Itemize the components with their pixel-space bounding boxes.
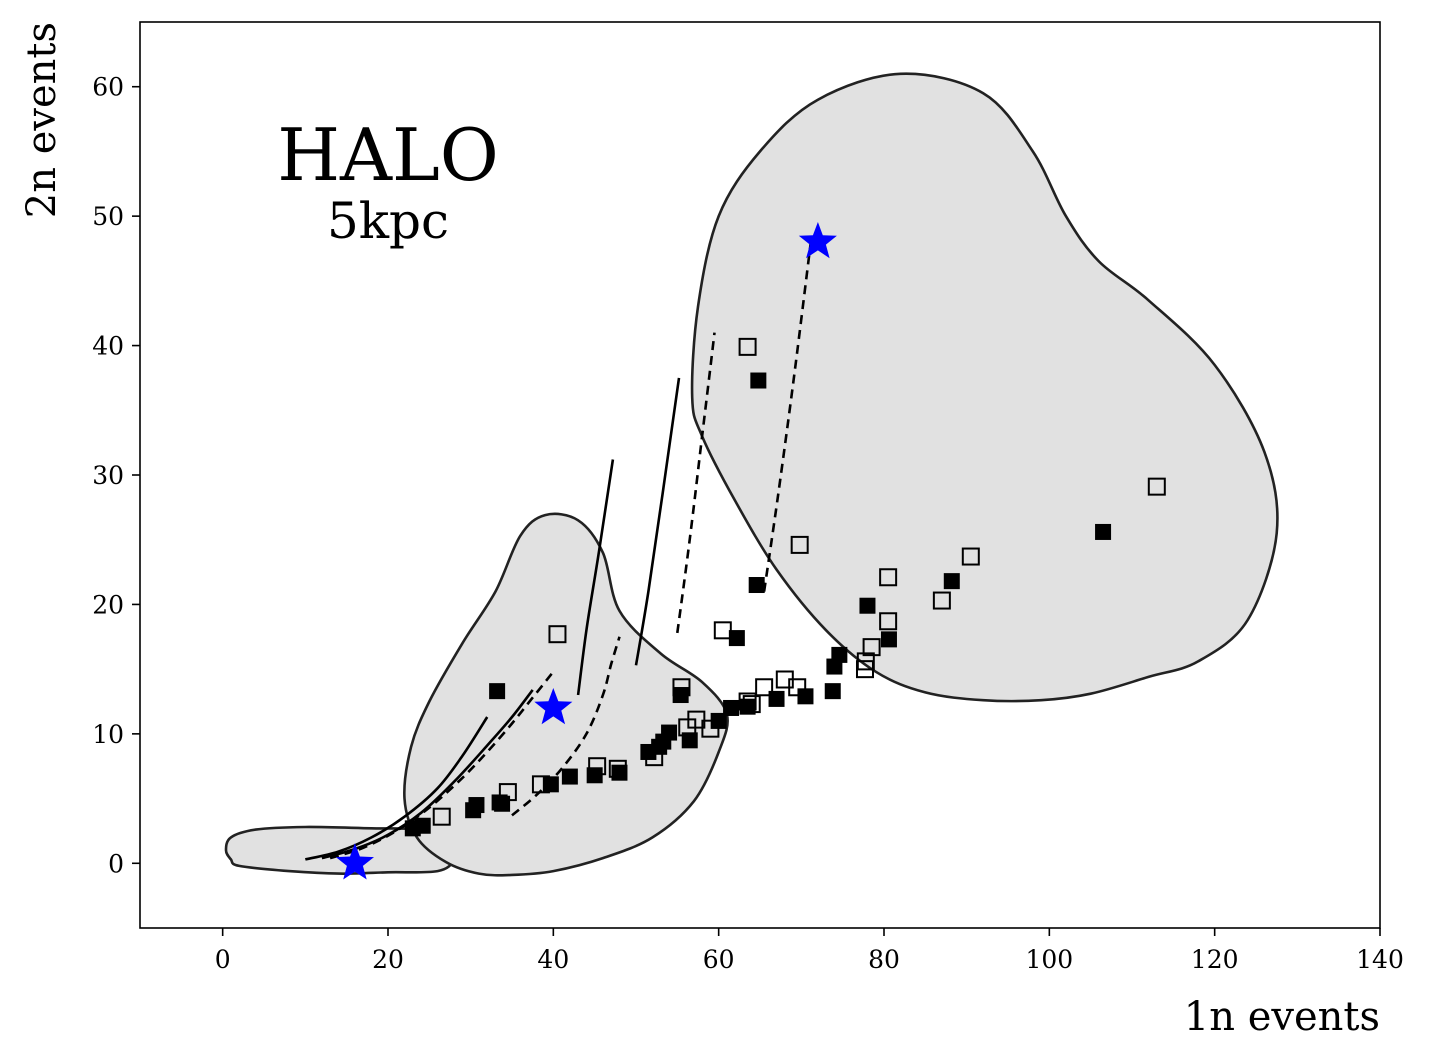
open-square-marker — [548, 625, 567, 644]
filled-square-marker — [768, 690, 785, 707]
open-square-marker — [790, 535, 809, 554]
filled-square-marker — [880, 631, 897, 648]
filled-square-marker — [561, 768, 578, 785]
open-square-marker — [961, 547, 980, 566]
y-tick-label: 50 — [92, 202, 124, 231]
filled-square-marker — [728, 630, 745, 647]
track-line-8 — [762, 237, 813, 592]
open-square-marker — [645, 748, 664, 767]
x-axis: 0 20 40 60 80 100 120 140 — [215, 928, 1404, 974]
markers — [335, 222, 1166, 880]
tracks — [305, 237, 813, 861]
y-tick-label: 10 — [92, 720, 124, 749]
kde-region-3 — [690, 72, 1279, 703]
x-tick-label: 100 — [1025, 945, 1073, 974]
filled-square-marker — [797, 688, 814, 705]
annotation-main: HALO — [277, 113, 499, 197]
track-line-2 — [321, 689, 534, 860]
y-axis-title: 2n events — [19, 22, 65, 218]
filled-square-marker — [723, 699, 740, 716]
y-tick-label: 30 — [92, 461, 124, 490]
open-square-marker — [588, 757, 607, 776]
y-tick-label: 0 — [108, 849, 124, 878]
x-tick-label: 140 — [1356, 945, 1404, 974]
y-tick-label: 20 — [92, 590, 124, 619]
open-square-marker — [738, 692, 757, 711]
open-square-marker — [687, 710, 706, 729]
filled-square-marker — [661, 724, 678, 741]
open-square-marker — [672, 678, 691, 697]
open-square-marker — [856, 652, 875, 671]
track-line-5 — [576, 459, 615, 696]
x-tick-label: 120 — [1191, 945, 1239, 974]
filled-square-marker — [542, 776, 559, 793]
filled-square-marker — [1095, 523, 1112, 540]
track-line-3 — [329, 670, 555, 860]
filled-square-marker — [468, 797, 485, 814]
open-square-marker — [531, 775, 550, 794]
open-square-marker — [862, 638, 881, 657]
open-square-marker — [738, 337, 757, 356]
open-square-marker — [879, 612, 898, 631]
track-line-7 — [676, 332, 716, 634]
kde-regions — [224, 72, 1279, 877]
blue-star-marker — [798, 222, 837, 259]
track-line-6 — [634, 377, 681, 666]
filled-square-marker — [489, 683, 506, 700]
track-line-4 — [511, 636, 621, 817]
open-square-marker — [879, 568, 898, 587]
y-tick-label: 40 — [92, 332, 124, 361]
x-tick-label: 0 — [215, 945, 231, 974]
x-tick-label: 60 — [703, 945, 735, 974]
x-tick-label: 20 — [372, 945, 404, 974]
track-line-1 — [305, 716, 489, 861]
open-square-marker — [713, 621, 732, 640]
open-square-marker — [755, 678, 774, 697]
filled-square-marker — [586, 767, 603, 784]
filled-square-marker — [859, 597, 876, 614]
open-square-marker — [701, 719, 720, 738]
open-square-marker — [498, 783, 517, 802]
open-square-marker — [1147, 477, 1166, 496]
x-axis-title: 1n events — [1184, 994, 1380, 1040]
blue-star-marker — [335, 843, 374, 880]
y-tick-label: 60 — [92, 73, 124, 102]
filled-square-marker — [943, 573, 960, 590]
open-square-marker — [742, 695, 761, 714]
y-axis: 0 10 20 30 40 50 60 — [92, 73, 140, 878]
x-tick-label: 80 — [868, 945, 900, 974]
filled-square-marker — [831, 646, 848, 663]
open-square-marker — [788, 678, 807, 697]
open-square-marker — [932, 591, 951, 610]
kde-region-2 — [403, 512, 729, 877]
filled-square-marker — [824, 683, 841, 700]
filled-square-marker — [750, 372, 767, 389]
filled-square-marker — [748, 577, 765, 594]
filled-square-marker — [414, 817, 431, 834]
filled-square-marker — [494, 795, 511, 812]
x-tick-label: 40 — [537, 945, 569, 974]
open-square-marker — [608, 759, 627, 778]
open-square-marker — [432, 807, 451, 826]
blue-star-marker — [534, 688, 573, 725]
annotation-sub: 5kpc — [327, 192, 449, 250]
